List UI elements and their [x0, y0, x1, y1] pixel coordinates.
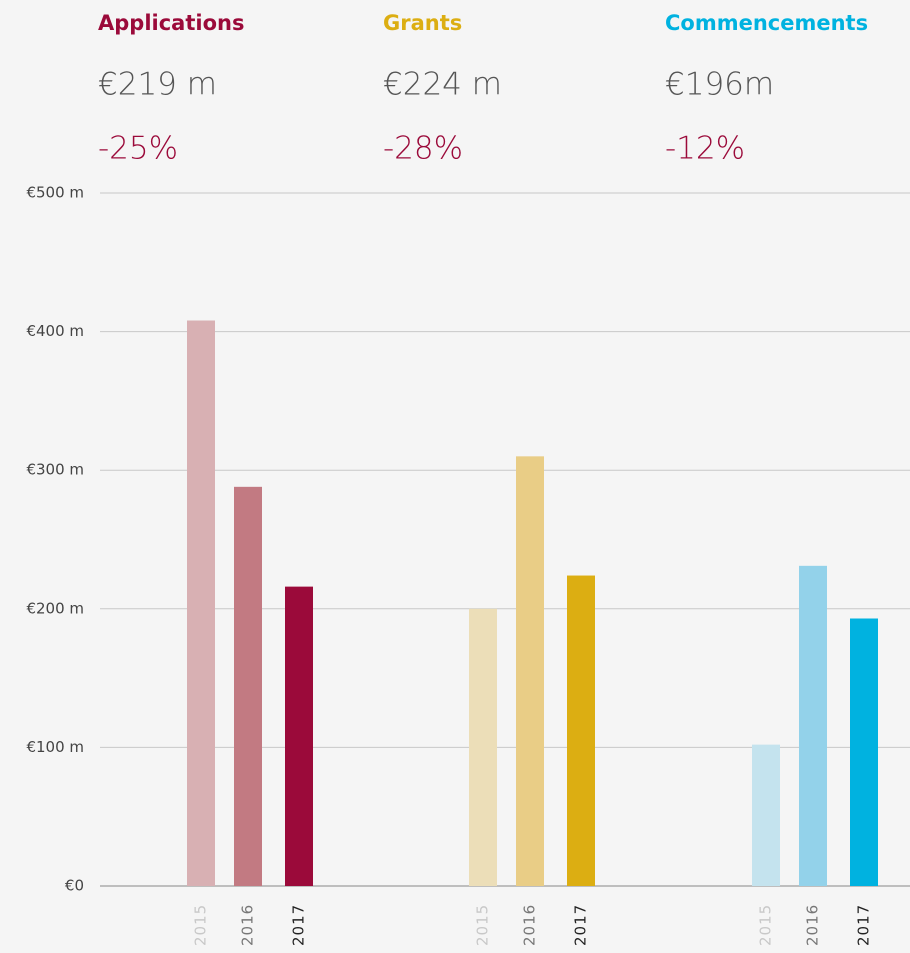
bar — [234, 486, 262, 886]
y-tick-label: €200 m — [26, 599, 84, 617]
x-tick-label: 2015 — [474, 904, 492, 946]
bar — [850, 618, 878, 886]
bar — [469, 608, 497, 886]
group-title: Applications — [98, 11, 244, 35]
bar — [516, 456, 544, 886]
bar — [567, 575, 595, 886]
y-tick-label: €400 m — [26, 322, 84, 340]
x-tick-label: 2017 — [855, 904, 873, 946]
x-tick-label: 2016 — [239, 904, 257, 946]
x-tick-label: 2016 — [521, 904, 539, 946]
group-title: Commencements — [665, 11, 868, 35]
y-tick-label: €100 m — [26, 738, 84, 756]
headline-value: €196m — [665, 67, 774, 103]
y-tick-label: €0 — [65, 877, 84, 895]
x-tick-label: 2017 — [290, 904, 308, 946]
bar — [187, 320, 215, 887]
x-tick-label: 2017 — [572, 904, 590, 946]
y-tick-label: €500 m — [26, 184, 84, 202]
x-tick-label: 2015 — [192, 904, 210, 946]
x-tick-label: 2016 — [804, 904, 822, 946]
bar — [752, 744, 780, 886]
y-tick-label: €300 m — [26, 461, 84, 479]
bar — [285, 586, 313, 886]
bar — [799, 565, 827, 886]
headline-value: €224 m — [383, 67, 502, 103]
group-title: Grants — [383, 11, 462, 35]
headline-change: -25% — [98, 131, 178, 167]
x-tick-label: 2015 — [757, 904, 775, 946]
headline-change: -12% — [665, 131, 745, 167]
headline-value: €219 m — [98, 67, 217, 103]
headline-change: -28% — [383, 131, 463, 167]
